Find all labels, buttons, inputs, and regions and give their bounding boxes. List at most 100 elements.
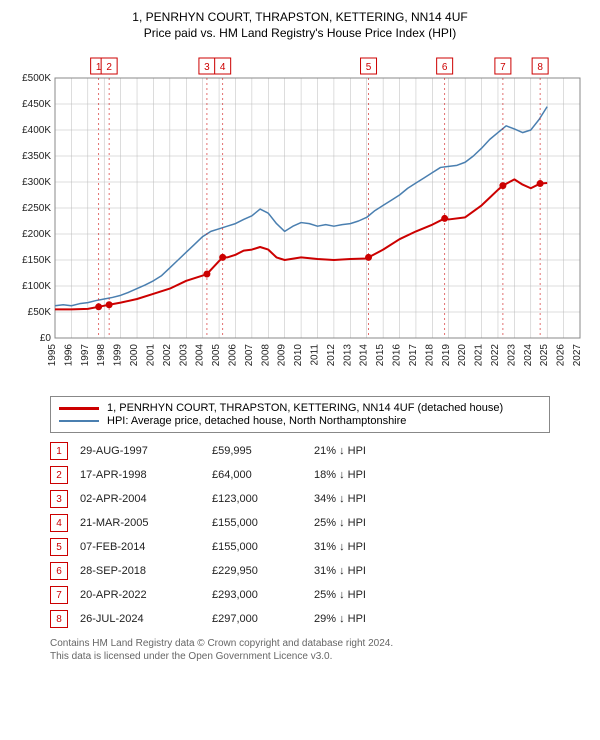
legend-label: HPI: Average price, detached house, Nort… (107, 415, 406, 427)
chart-title-1: 1, PENRHYN COURT, THRAPSTON, KETTERING, … (10, 10, 590, 24)
svg-text:£100K: £100K (22, 281, 51, 292)
sales-row: 3 02-APR-2004 £123,000 34% ↓ HPI (50, 487, 590, 511)
svg-text:5: 5 (366, 62, 372, 73)
sale-price: £155,000 (212, 541, 302, 553)
legend-item: HPI: Average price, detached house, Nort… (59, 415, 541, 427)
sales-row: 7 20-APR-2022 £293,000 25% ↓ HPI (50, 583, 590, 607)
svg-text:2026: 2026 (556, 344, 567, 367)
svg-text:4: 4 (220, 62, 226, 73)
sale-date: 20-APR-2022 (80, 589, 200, 601)
svg-text:2025: 2025 (539, 344, 550, 367)
sale-pct: 34% ↓ HPI (314, 493, 414, 505)
sale-date: 29-AUG-1997 (80, 445, 200, 457)
svg-text:2027: 2027 (572, 344, 583, 367)
chart-title-2: Price paid vs. HM Land Registry's House … (10, 26, 590, 40)
sale-number-box: 3 (50, 490, 68, 508)
footer: Contains HM Land Registry data © Crown c… (50, 637, 590, 663)
svg-text:2013: 2013 (342, 344, 353, 367)
sale-date: 21-MAR-2005 (80, 517, 200, 529)
svg-text:6: 6 (442, 62, 448, 73)
svg-text:2010: 2010 (293, 344, 304, 367)
svg-text:2000: 2000 (129, 344, 140, 367)
sale-date: 07-FEB-2014 (80, 541, 200, 553)
svg-text:8: 8 (537, 62, 543, 73)
svg-text:£500K: £500K (22, 73, 51, 84)
svg-text:1998: 1998 (96, 344, 107, 367)
svg-text:2011: 2011 (310, 344, 321, 366)
sale-number-box: 2 (50, 466, 68, 484)
svg-text:2020: 2020 (457, 344, 468, 367)
sales-row: 2 17-APR-1998 £64,000 18% ↓ HPI (50, 463, 590, 487)
sale-price: £155,000 (212, 517, 302, 529)
footer-line: Contains HM Land Registry data © Crown c… (50, 637, 590, 650)
svg-text:2016: 2016 (392, 344, 403, 367)
sales-row: 129-AUG-1997£59,99521% ↓ HPI (50, 439, 590, 463)
sales-row: 8 26-JUL-2024 £297,000 29% ↓ HPI (50, 607, 590, 631)
sale-pct: 25% ↓ HPI (314, 589, 414, 601)
svg-text:2014: 2014 (359, 344, 370, 367)
sale-price: £59,995 (212, 445, 302, 457)
svg-text:1995: 1995 (47, 344, 58, 367)
sale-price: £293,000 (212, 589, 302, 601)
legend-label: 1, PENRHYN COURT, THRAPSTON, KETTERING, … (107, 402, 503, 414)
svg-text:2023: 2023 (506, 344, 517, 367)
svg-text:£0: £0 (40, 333, 52, 344)
svg-text:2024: 2024 (523, 344, 534, 367)
svg-text:7: 7 (500, 62, 506, 73)
svg-text:£150K: £150K (22, 255, 51, 266)
sale-price: £229,950 (212, 565, 302, 577)
svg-text:2021: 2021 (474, 344, 485, 367)
sale-date: 26-JUL-2024 (80, 613, 200, 625)
svg-text:2003: 2003 (178, 344, 189, 367)
sales-table: 129-AUG-1997£59,99521% ↓ HPI217-APR-1998… (50, 439, 590, 631)
svg-text:1999: 1999 (113, 344, 124, 367)
sale-number-box: 8 (50, 610, 68, 628)
sale-number-box: 6 (50, 562, 68, 580)
sale-pct: 31% ↓ HPI (314, 541, 414, 553)
svg-text:2022: 2022 (490, 344, 501, 367)
sale-number-box: 7 (50, 586, 68, 604)
sale-number-box: 4 (50, 514, 68, 532)
chart-container: £0£50K£100K£150K£200K£250K£300K£350K£400… (10, 48, 590, 388)
price-chart: £0£50K£100K£150K£200K£250K£300K£350K£400… (10, 48, 590, 388)
svg-text:2005: 2005 (211, 344, 222, 367)
sale-date: 02-APR-2004 (80, 493, 200, 505)
svg-text:£400K: £400K (22, 125, 51, 136)
svg-text:2015: 2015 (375, 344, 386, 367)
sale-pct: 25% ↓ HPI (314, 517, 414, 529)
svg-text:3: 3 (204, 62, 210, 73)
svg-text:2018: 2018 (424, 344, 435, 367)
footer-line: This data is licensed under the Open Gov… (50, 650, 590, 663)
sale-pct: 29% ↓ HPI (314, 613, 414, 625)
sale-number-box: 5 (50, 538, 68, 556)
sales-row: 6 28-SEP-2018 £229,950 31% ↓ HPI (50, 559, 590, 583)
sale-pct: 21% ↓ HPI (314, 445, 414, 457)
sale-date: 28-SEP-2018 (80, 565, 200, 577)
svg-text:2007: 2007 (244, 344, 255, 367)
svg-text:2012: 2012 (326, 344, 337, 367)
svg-text:2004: 2004 (195, 344, 206, 367)
svg-text:£250K: £250K (22, 203, 51, 214)
legend-item: 1, PENRHYN COURT, THRAPSTON, KETTERING, … (59, 402, 541, 414)
svg-text:2017: 2017 (408, 344, 419, 367)
sales-row: 4 21-MAR-2005 £155,000 25% ↓ HPI (50, 511, 590, 535)
svg-text:£300K: £300K (22, 177, 51, 188)
sale-pct: 18% ↓ HPI (314, 469, 414, 481)
svg-text:2009: 2009 (277, 344, 288, 367)
svg-text:£200K: £200K (22, 229, 51, 240)
svg-text:2008: 2008 (260, 344, 271, 367)
svg-text:2006: 2006 (227, 344, 238, 367)
sale-pct: 31% ↓ HPI (314, 565, 414, 577)
sale-price: £123,000 (212, 493, 302, 505)
sale-price: £297,000 (212, 613, 302, 625)
svg-text:£50K: £50K (28, 307, 52, 318)
svg-text:2001: 2001 (145, 344, 156, 367)
svg-text:2002: 2002 (162, 344, 173, 367)
svg-text:2: 2 (106, 62, 112, 73)
sale-price: £64,000 (212, 469, 302, 481)
sale-date: 17-APR-1998 (80, 469, 200, 481)
svg-text:1996: 1996 (63, 344, 74, 367)
svg-text:£450K: £450K (22, 99, 51, 110)
legend: 1, PENRHYN COURT, THRAPSTON, KETTERING, … (50, 396, 550, 433)
svg-text:1997: 1997 (80, 344, 91, 367)
